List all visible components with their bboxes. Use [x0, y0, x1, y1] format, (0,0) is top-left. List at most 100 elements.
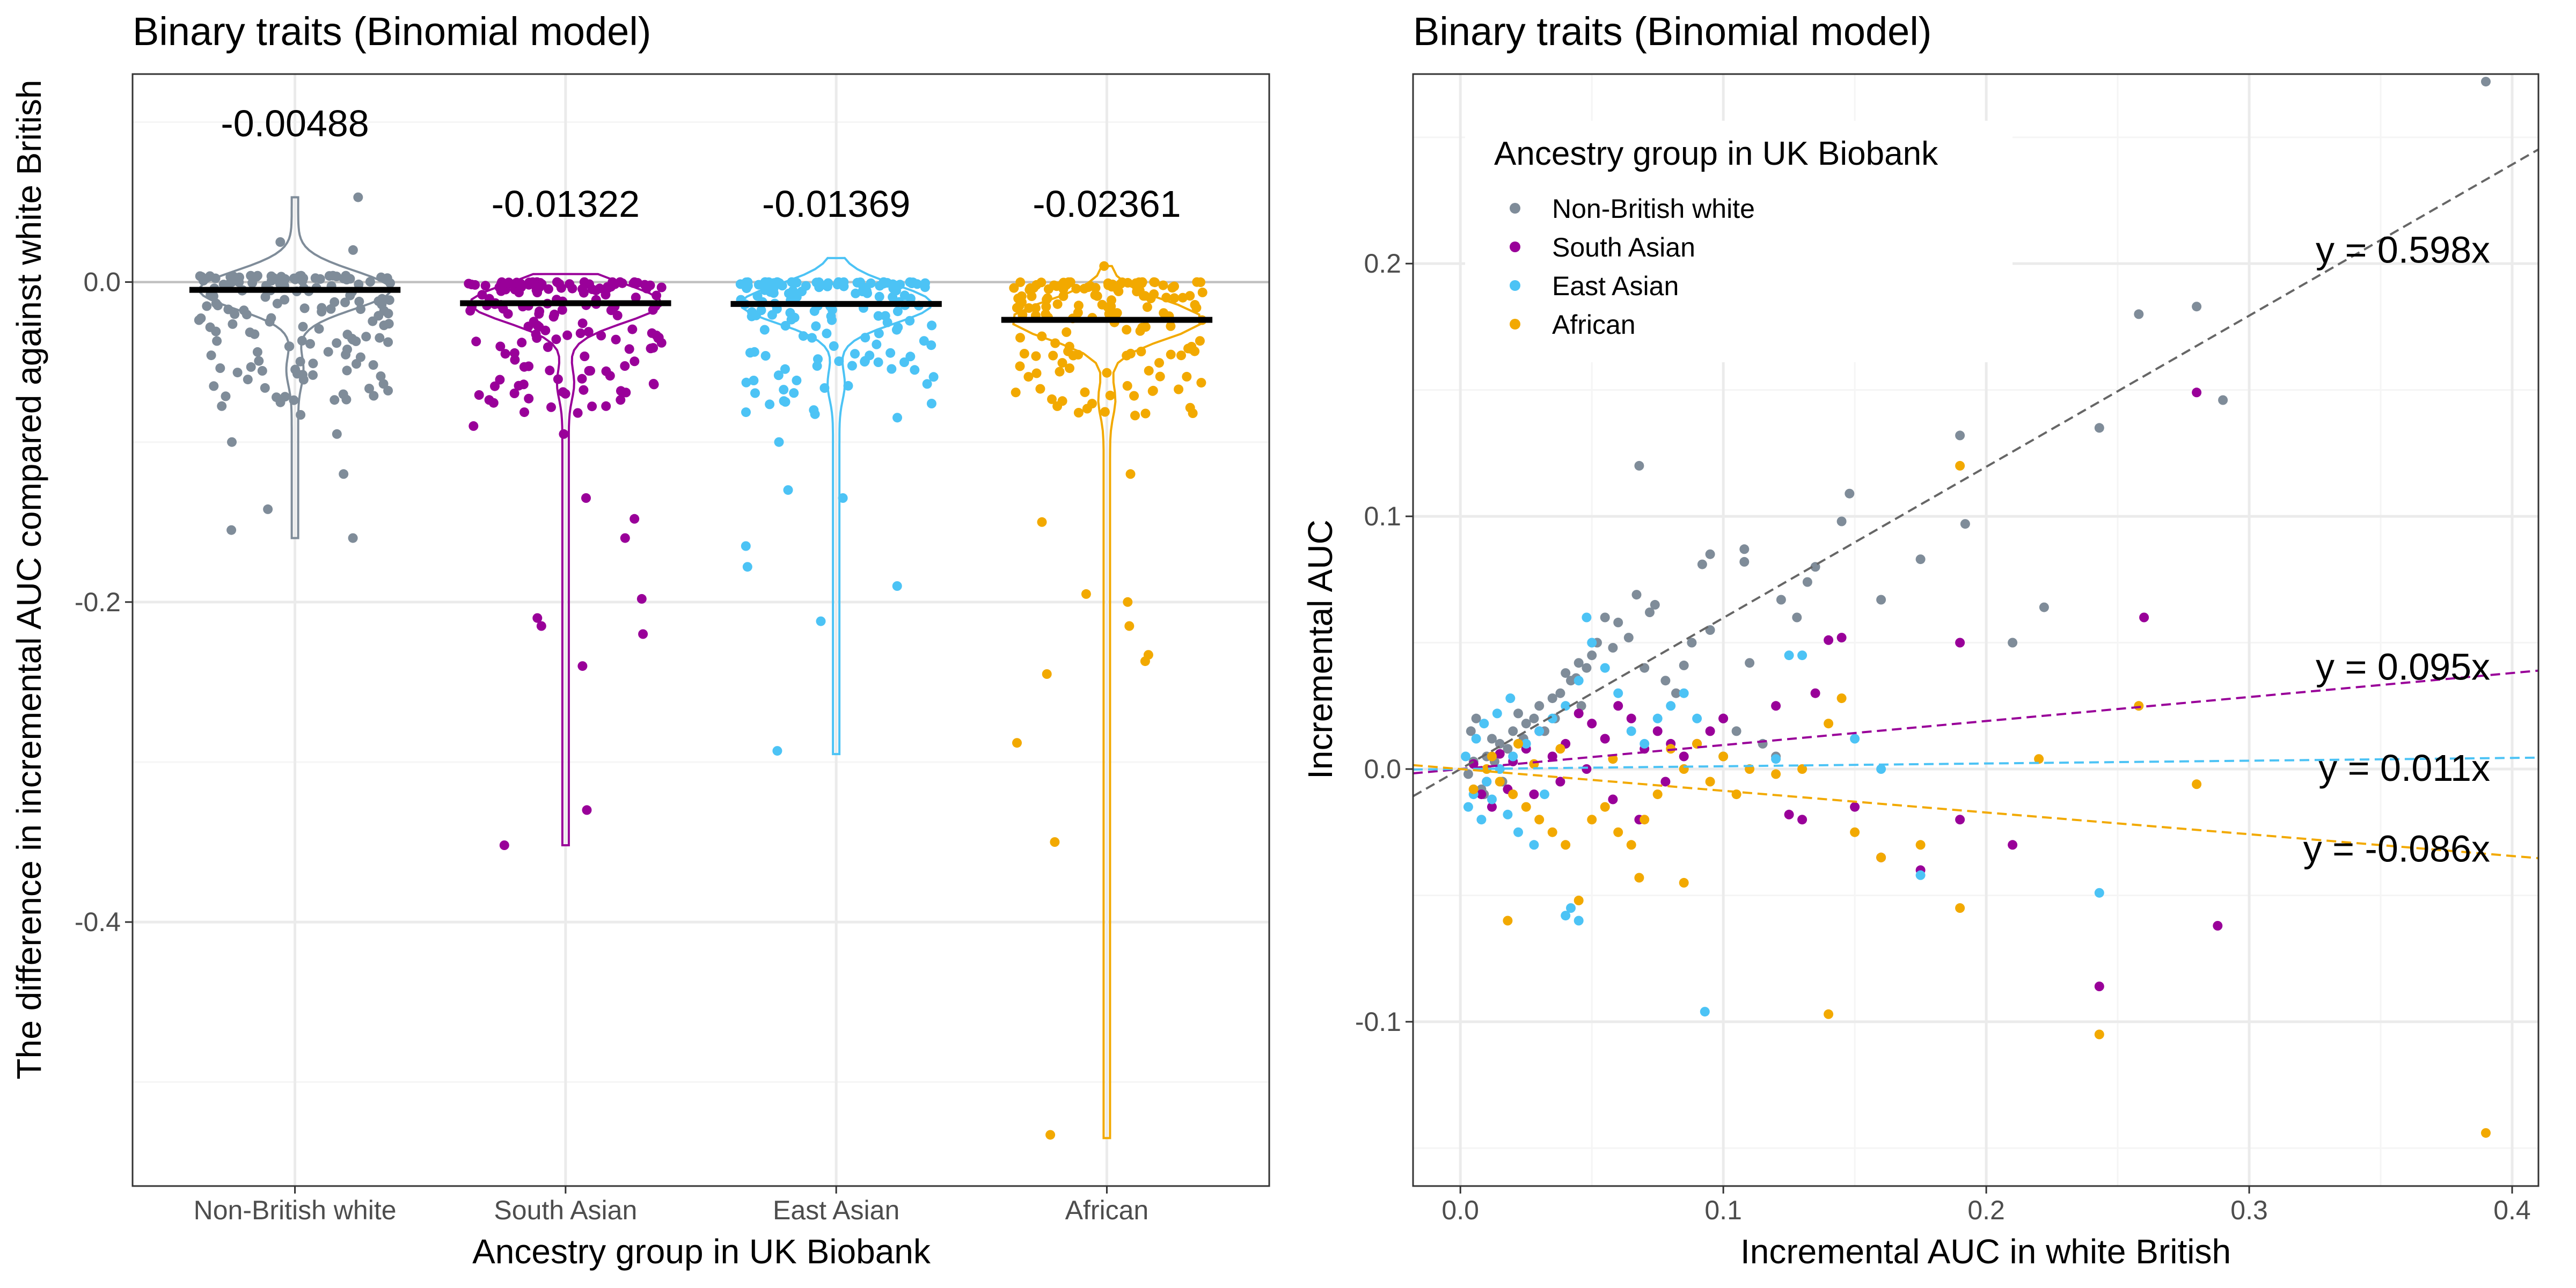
point-east-asian	[905, 352, 916, 362]
point-african	[1023, 372, 1034, 382]
point-african	[1083, 282, 1093, 292]
point-east-asian	[810, 409, 820, 419]
point-non-british-white	[308, 358, 318, 369]
violin-african	[1012, 265, 1202, 1139]
point-non-british-white	[1739, 544, 1750, 554]
point-african	[1137, 278, 1147, 288]
mean-label-east-asian: -0.01369	[762, 183, 910, 225]
point-african	[1468, 784, 1479, 794]
point-non-british-white	[243, 375, 253, 385]
legend-label-east-asian: East Asian	[1552, 271, 1679, 301]
point-non-british-white	[375, 333, 385, 343]
point-non-british-white	[211, 326, 221, 336]
mean-label-south-asian: -0.01322	[492, 183, 640, 225]
point-non-british-white	[340, 297, 350, 308]
fit-label-african: y = -0.086x	[2303, 828, 2490, 870]
y-tick-label: -0.1	[1355, 1007, 1401, 1037]
point-east-asian	[742, 283, 752, 294]
point-east-asian	[1587, 638, 1597, 648]
point-african	[1055, 367, 1065, 377]
point-african	[1015, 361, 1025, 371]
point-african	[1125, 348, 1136, 358]
point-african	[1503, 916, 1513, 926]
point-east-asian	[797, 287, 807, 296]
point-east-asian	[860, 333, 870, 343]
point-east-asian	[885, 348, 896, 358]
point-south-asian	[606, 305, 616, 316]
x-tick-label: African	[1065, 1195, 1149, 1225]
point-non-british-white	[1529, 713, 1539, 723]
point-south-asian	[573, 408, 583, 418]
point-non-british-white	[356, 304, 365, 314]
point-non-british-white	[297, 335, 307, 346]
point-east-asian	[892, 306, 903, 317]
point-african	[1113, 285, 1123, 295]
point-south-asian	[577, 318, 588, 328]
point-non-british-white	[352, 359, 361, 369]
point-non-british-white	[1915, 554, 1926, 565]
point-non-british-white	[239, 305, 249, 316]
point-south-asian	[499, 840, 509, 850]
point-non-british-white	[354, 279, 364, 289]
point-east-asian	[839, 281, 849, 291]
point-south-asian	[1660, 777, 1671, 787]
point-non-british-white	[1687, 638, 1697, 648]
point-non-british-white	[1876, 595, 1886, 605]
point-non-british-white	[361, 332, 371, 342]
point-east-asian	[873, 357, 883, 367]
point-non-british-white	[232, 368, 243, 378]
point-east-asian	[1574, 916, 1584, 926]
point-african	[1104, 309, 1114, 319]
point-east-asian	[878, 279, 888, 289]
point-non-british-white	[295, 356, 305, 367]
point-south-asian	[477, 290, 487, 300]
point-african	[1073, 408, 1084, 418]
point-non-british-white	[247, 278, 258, 288]
point-south-asian	[577, 661, 588, 671]
point-non-british-white	[297, 276, 308, 286]
point-south-asian	[580, 352, 590, 361]
point-african	[1158, 280, 1168, 290]
left-panel: Binary traits (Binomial model) -0.00488-…	[10, 9, 1270, 1271]
point-south-asian	[620, 361, 630, 371]
point-non-british-white	[1466, 726, 1476, 736]
point-south-asian	[498, 304, 508, 314]
point-south-asian	[1955, 815, 1965, 825]
point-african	[1169, 293, 1180, 303]
point-south-asian	[464, 279, 474, 289]
point-non-british-white	[1671, 688, 1681, 698]
point-non-british-white	[194, 315, 204, 325]
point-non-british-white	[317, 303, 327, 313]
point-south-asian	[601, 401, 611, 411]
point-african	[1555, 744, 1565, 754]
point-non-british-white	[1582, 663, 1592, 673]
violins	[198, 196, 1202, 1139]
point-non-british-white	[272, 298, 282, 309]
point-south-asian	[649, 379, 659, 390]
legend-items: Non-British white South Asian East Asian Af…	[1510, 194, 1755, 340]
point-non-british-white	[1623, 633, 1634, 643]
point-non-british-white	[314, 324, 324, 334]
point-non-british-white	[1613, 617, 1623, 627]
point-non-british-white	[332, 338, 342, 348]
point-non-british-white	[1534, 701, 1545, 711]
x-tick-label: 0.2	[1967, 1195, 2005, 1225]
point-east-asian	[838, 493, 848, 503]
point-non-british-white	[1697, 559, 1707, 569]
point-south-asian	[1850, 802, 1860, 812]
mean-label-non-british-white: -0.00488	[221, 103, 369, 144]
point-african	[1513, 738, 1523, 749]
y-tick-label: -0.4	[75, 907, 121, 937]
point-african	[1024, 285, 1035, 295]
point-non-british-white	[260, 292, 270, 302]
point-non-british-white	[345, 274, 355, 284]
left-y-axis-title: The difference in incremental AUC compar…	[10, 80, 48, 1080]
violin-east-asian	[740, 257, 933, 756]
point-african	[1030, 303, 1041, 313]
point-east-asian	[880, 311, 890, 321]
point-african	[1058, 291, 1069, 301]
point-east-asian	[874, 291, 884, 302]
point-south-asian	[1495, 749, 1505, 759]
point-non-british-white	[365, 277, 375, 287]
point-east-asian	[926, 399, 936, 408]
